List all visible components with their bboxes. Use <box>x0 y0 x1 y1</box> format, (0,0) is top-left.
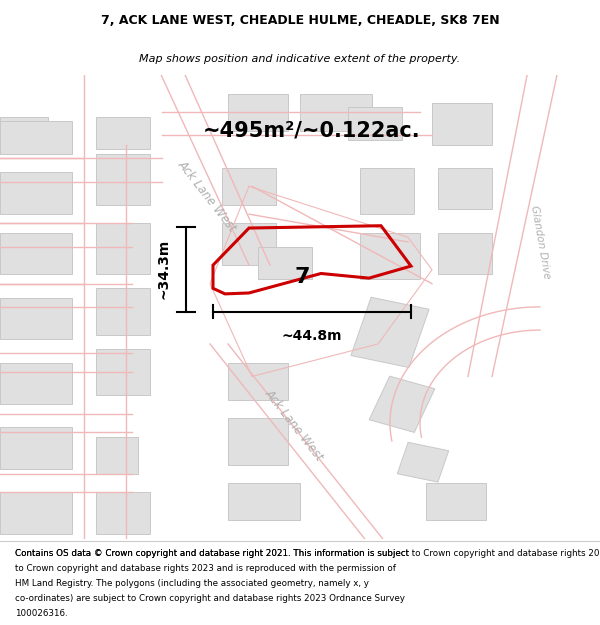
Bar <box>96 288 150 335</box>
Bar <box>0 492 72 534</box>
Bar <box>369 376 435 432</box>
Text: 100026316.: 100026316. <box>15 609 68 619</box>
Bar <box>96 154 150 205</box>
Bar <box>300 94 372 131</box>
Bar <box>96 437 138 474</box>
Text: Ack Lane West: Ack Lane West <box>262 387 326 463</box>
Bar <box>96 492 150 534</box>
Bar <box>0 117 48 154</box>
Bar <box>228 94 288 131</box>
Bar <box>397 442 449 482</box>
Bar <box>96 349 150 395</box>
Bar <box>0 121 72 154</box>
Text: co-ordinates) are subject to Crown copyright and database rights 2023 Ordnance S: co-ordinates) are subject to Crown copyr… <box>15 594 405 603</box>
Bar <box>222 168 276 205</box>
Bar <box>360 232 420 279</box>
Bar <box>0 362 72 404</box>
Text: Contains OS data © Crown copyright and database right 2021. This information is : Contains OS data © Crown copyright and d… <box>15 549 600 558</box>
Bar <box>426 483 486 520</box>
Bar <box>228 362 288 399</box>
Bar <box>222 223 276 265</box>
Bar <box>258 247 312 279</box>
Bar <box>228 418 288 464</box>
Bar <box>228 483 300 520</box>
Text: ~34.3m: ~34.3m <box>157 239 171 299</box>
Text: Contains OS data © Crown copyright and database right 2021. This information is : Contains OS data © Crown copyright and d… <box>15 549 409 558</box>
Text: to Crown copyright and database rights 2023 and is reproduced with the permissio: to Crown copyright and database rights 2… <box>15 564 396 573</box>
Bar <box>432 103 492 144</box>
Text: ~44.8m: ~44.8m <box>282 329 342 343</box>
Text: ~495m²/~0.122ac.: ~495m²/~0.122ac. <box>203 121 421 141</box>
Bar <box>0 232 72 274</box>
Text: HM Land Registry. The polygons (including the associated geometry, namely x, y: HM Land Registry. The polygons (includin… <box>15 579 369 588</box>
Bar <box>438 168 492 209</box>
Bar <box>0 428 72 469</box>
Bar <box>351 298 429 368</box>
Bar <box>348 107 402 140</box>
Bar <box>96 117 150 149</box>
Text: 7: 7 <box>294 267 310 287</box>
Bar <box>360 168 414 214</box>
Text: Map shows position and indicative extent of the property.: Map shows position and indicative extent… <box>139 54 461 64</box>
Bar <box>0 173 72 214</box>
Text: Ack Lane West: Ack Lane West <box>175 158 239 234</box>
Bar <box>96 223 150 274</box>
Text: 7, ACK LANE WEST, CHEADLE HULME, CHEADLE, SK8 7EN: 7, ACK LANE WEST, CHEADLE HULME, CHEADLE… <box>101 14 499 28</box>
Bar <box>0 298 72 339</box>
Bar <box>438 232 492 274</box>
Text: Glandon Drive: Glandon Drive <box>529 204 551 279</box>
